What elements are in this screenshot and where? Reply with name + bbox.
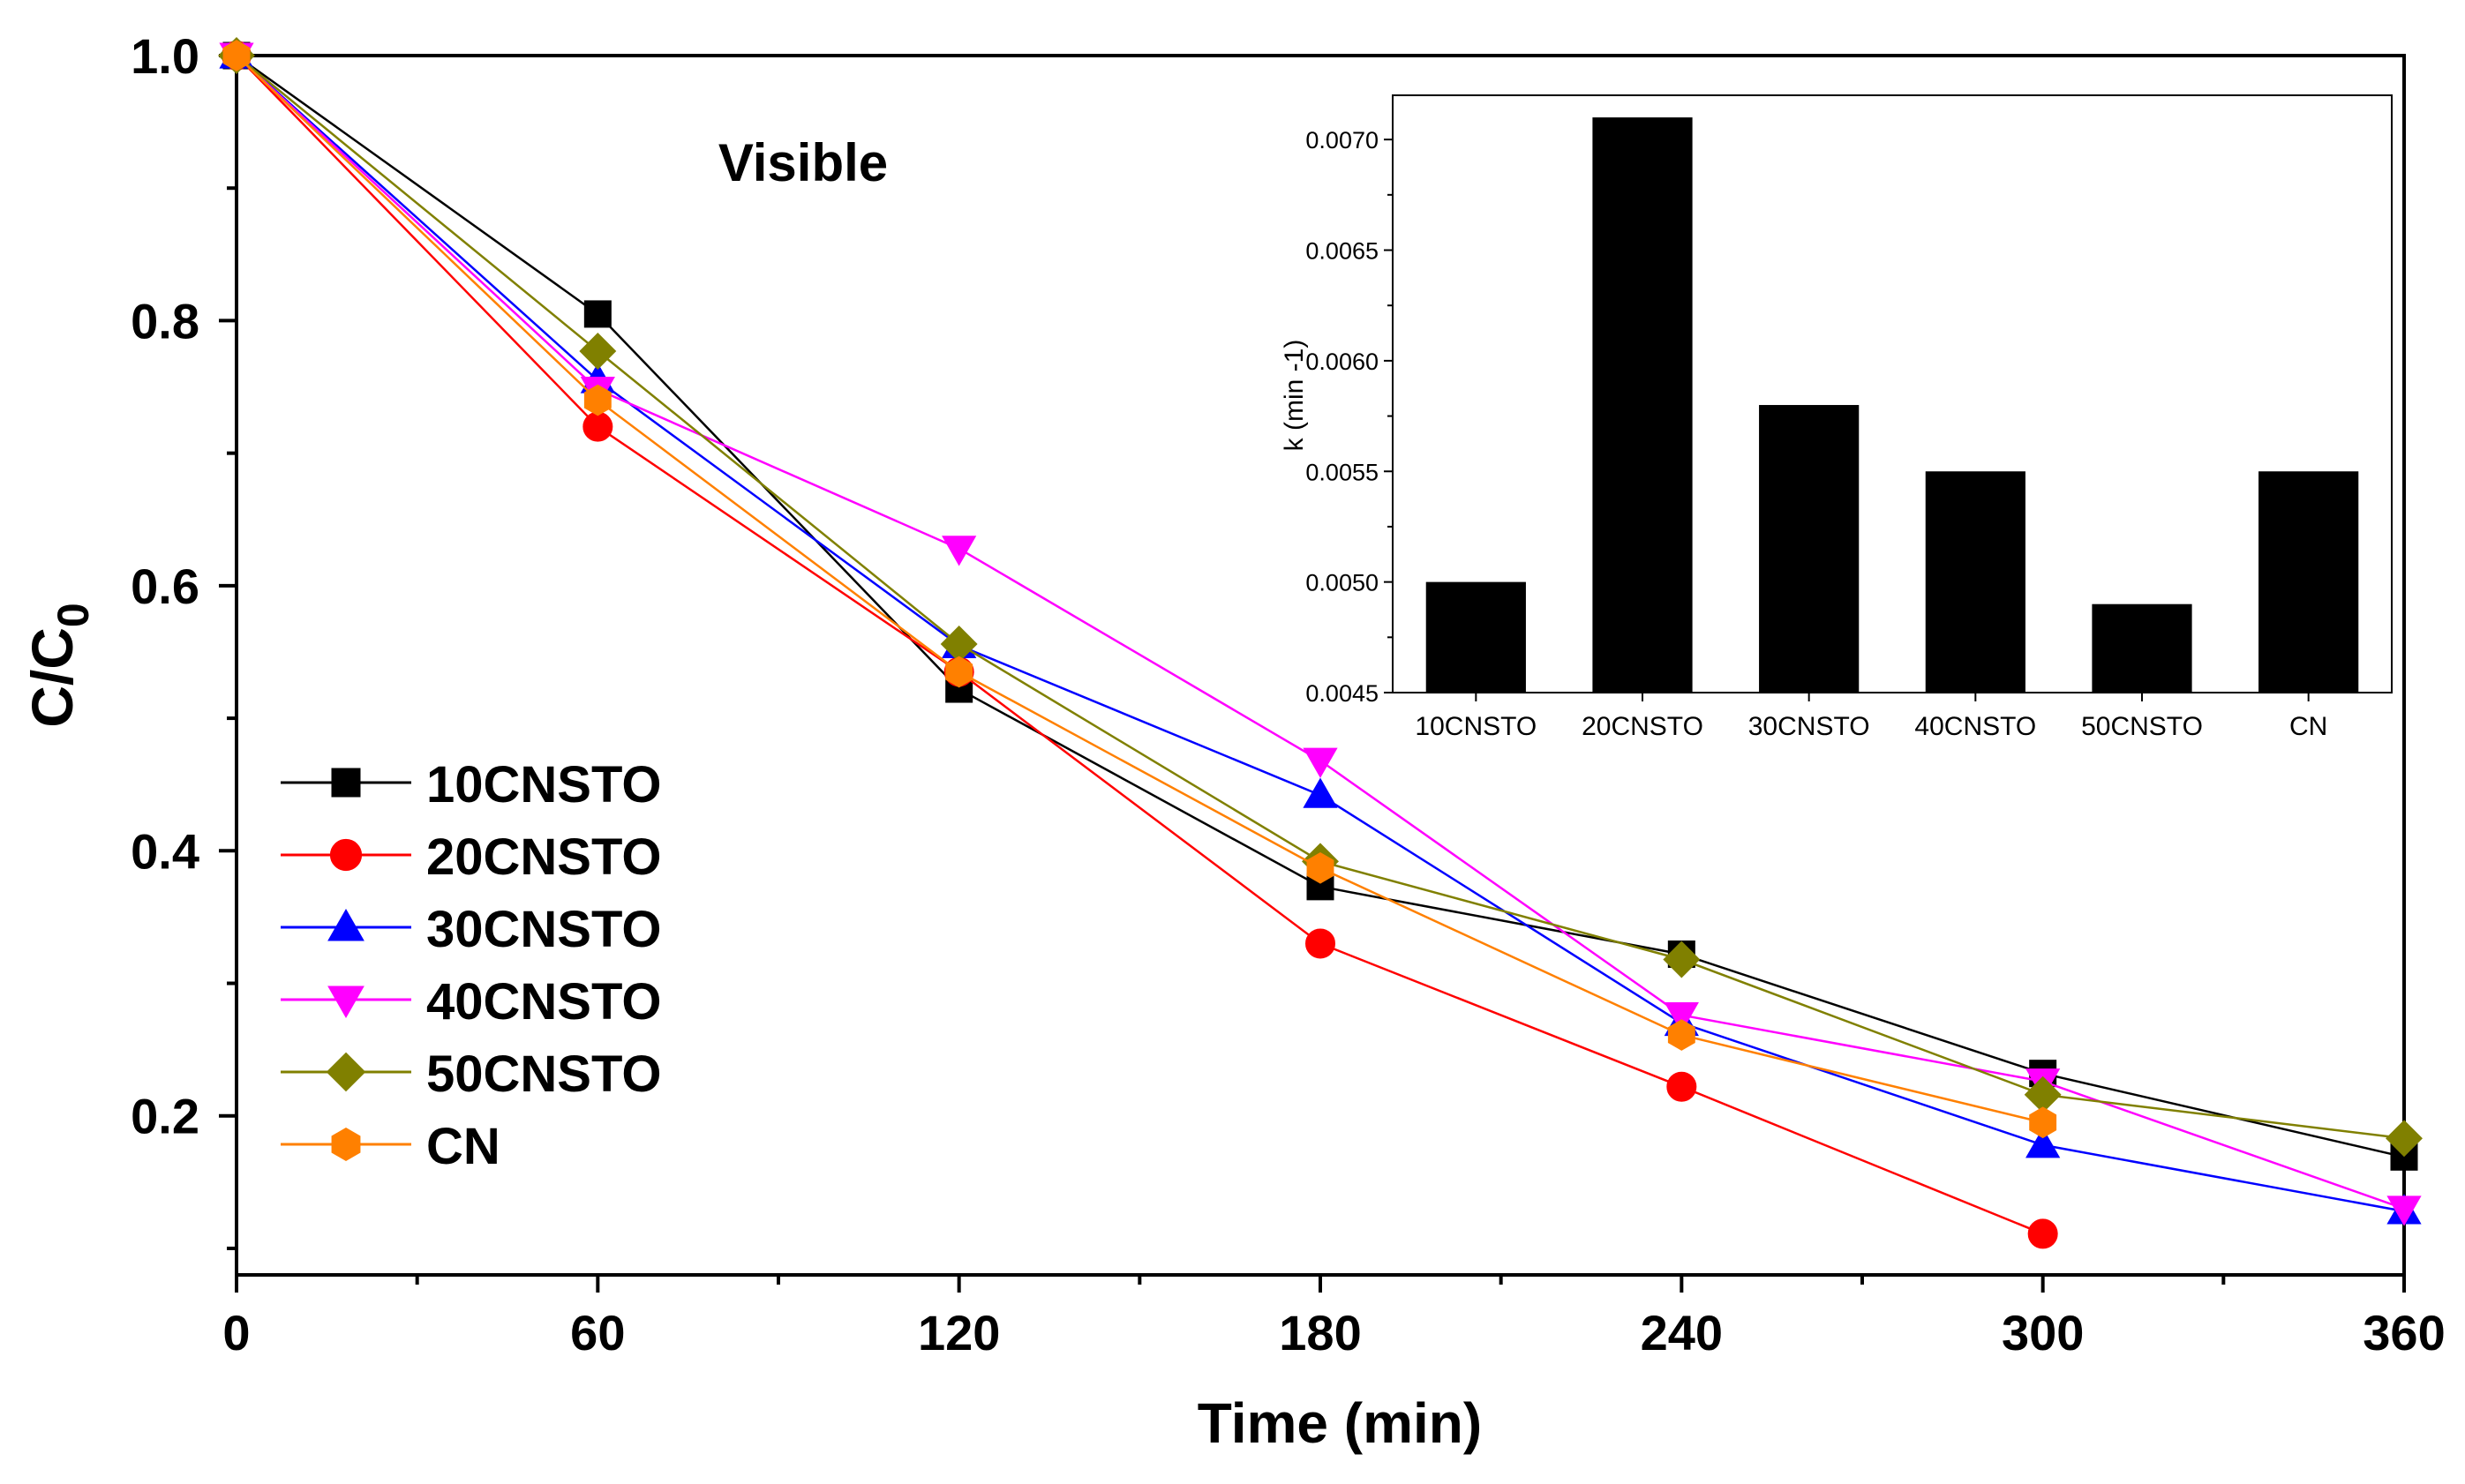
y-axis-label-subscript: 0 [49,603,98,627]
data-point [222,40,251,71]
series-line [236,55,2043,1124]
data-point [582,411,613,442]
legend-marker [329,838,363,872]
data-point [1303,777,1338,808]
y-axis-label-main: C/C [19,627,85,728]
inset-x-tick-label: 30CNSTO [1748,712,1870,741]
main-series-group [218,37,2423,1249]
inset-bar [2258,471,2359,693]
legend-item: 50CNSTO [281,1046,661,1103]
x-tick-label: 60 [570,1305,625,1360]
inset-bar-chart: 0.0045 0.0050 0.0055 0.0060 0.0065 0.0070 10CN… [1280,94,2393,741]
data-point [942,536,977,566]
x-tick-label: 360 [2363,1305,2445,1360]
x-tick-label: 0 [222,1305,250,1360]
data-point [1664,1002,1699,1033]
y-tick-label: 0.4 [131,823,199,879]
inset-x-tick-label: 40CNSTO [1914,712,2036,741]
data-point [1667,1019,1695,1051]
data-point [1306,852,1334,884]
data-point [2029,1106,2057,1139]
x-tick-label: 180 [1279,1305,1361,1360]
y-tick-label: 0.6 [131,558,199,614]
legend-marker [327,986,364,1019]
data-point [2027,1218,2058,1249]
inset-bar [1425,581,1526,693]
data-point [1666,1071,1697,1102]
inset-x-tick-label: 10CNSTO [1415,712,1537,741]
inset-y-tick-label: 0.0070 [1305,127,1379,154]
y-tick-label: 1.0 [131,28,199,84]
inset-y-tick-label: 0.0060 [1305,349,1379,375]
data-point [583,384,612,416]
y-tick-label: 0.8 [131,293,199,349]
y-axis-label: C/C0 [19,603,98,727]
inset-bar [1925,471,2025,693]
data-point [2386,1120,2423,1158]
legend-label: 10CNSTO [426,756,661,813]
series-line [236,55,2044,1235]
inset-y-tick-label: 0.0045 [1305,680,1379,707]
legend-marker [327,908,364,941]
legend-label: 30CNSTO [426,901,661,958]
main-axis-ticks: 0 60 120 180 240 300 360 0.2 0.4 0.6 0.8 1.0 [131,28,2446,1360]
inset-y-tick-label: 0.0050 [1305,570,1379,596]
inset-bar [1592,117,1693,693]
inset-x-tick-label: 50CNSTO [2081,712,2203,741]
data-point [1663,941,1701,978]
legend-label: 50CNSTO [426,1046,661,1103]
data-point [1305,928,1335,959]
x-tick-label: 120 [918,1305,1000,1360]
series-CN [222,40,2057,1139]
legend-label: 20CNSTO [426,828,661,886]
y-tick-label: 0.2 [131,1089,199,1144]
data-point [579,333,617,370]
legend-label: CN [426,1118,500,1175]
chart-title: Visible [718,133,888,192]
legend-label: 40CNSTO [426,973,661,1031]
data-point [945,656,973,688]
inset-y-tick-label: 0.0055 [1305,459,1379,485]
data-point [1303,747,1338,778]
inset-y-tick-label: 0.0065 [1305,238,1379,265]
data-point [2025,1128,2061,1158]
legend-item: 10CNSTO [281,756,661,813]
data-point [2386,1195,2422,1226]
legend-item: 30CNSTO [281,901,661,958]
inset-bars-group [1425,117,2359,693]
x-tick-label: 300 [2002,1305,2084,1360]
inset-bar [2092,603,2192,693]
data-point [583,300,612,328]
legend-marker [331,768,361,798]
inset-x-tick-label: CN [2289,712,2327,741]
legend-item: 40CNSTO [281,973,661,1031]
legend: 10CNSTO 20CNSTO 30CNSTO 40CNSTO 50CNSTO CN [281,756,661,1175]
inset-x-tick-label: 20CNSTO [1582,712,1703,741]
legend-item: CN [281,1118,500,1175]
inset-bar [1759,405,1860,693]
data-point [2390,1143,2418,1171]
legend-item: 20CNSTO [281,828,661,886]
legend-marker [331,1128,361,1161]
legend-marker [326,1052,366,1092]
x-axis-label: Time (min) [1198,1391,1482,1455]
x-tick-label: 240 [1641,1305,1723,1360]
inset-plot-frame [1392,94,2393,693]
inset-y-axis-label: k (min -1) [1280,340,1309,452]
inset-axis-ticks: 0.0045 0.0050 0.0055 0.0060 0.0065 0.0070 10CN… [1305,127,2327,741]
